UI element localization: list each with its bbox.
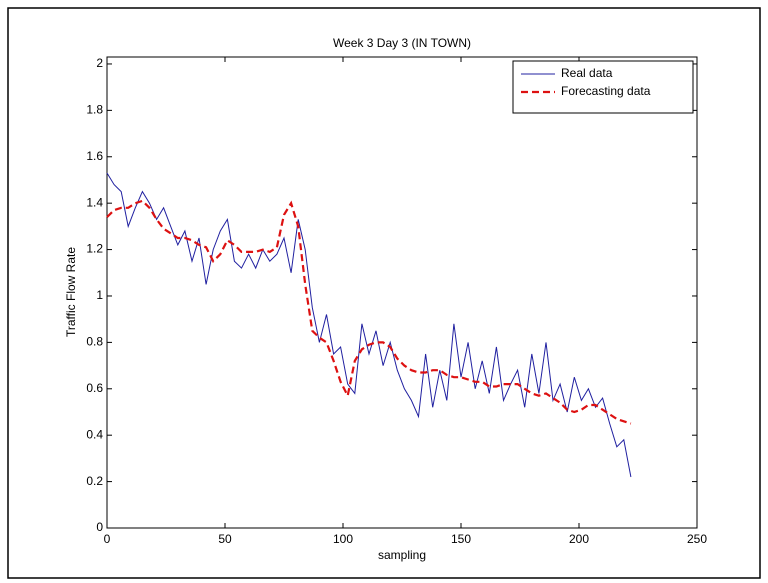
y-tick-label: 0.2 [86,474,103,488]
series-line [106,172,632,478]
y-tick-label: 0.8 [86,335,103,349]
x-tick-label: 50 [218,532,232,546]
y-tick-label: 0.6 [86,381,103,395]
y-tick-label: 0.4 [86,427,103,441]
y-tick-label: 1.2 [86,242,103,256]
x-axis-label: sampling [378,548,426,562]
legend-label: Real data [561,66,613,80]
x-tick-label: 0 [104,532,111,546]
series-line [106,199,632,425]
chart-title: Week 3 Day 3 (IN TOWN) [333,36,471,50]
y-tick-label: 1.6 [86,149,103,163]
y-tick-label: 0 [96,520,103,534]
x-tick-label: 250 [687,532,707,546]
y-tick-label: 1.4 [86,195,103,209]
y-axis-label: Traffic Flow Rate [64,247,78,337]
x-tick-label: 150 [451,532,471,546]
x-tick-label: 200 [569,532,589,546]
y-tick-label: 1.8 [86,103,103,117]
y-tick-label: 2 [96,56,103,70]
y-tick-label: 1 [96,288,103,302]
legend-label: Forecasting data [561,84,651,98]
plot-area [106,56,698,529]
legend-box [512,60,694,114]
x-tick-label: 100 [333,532,353,546]
